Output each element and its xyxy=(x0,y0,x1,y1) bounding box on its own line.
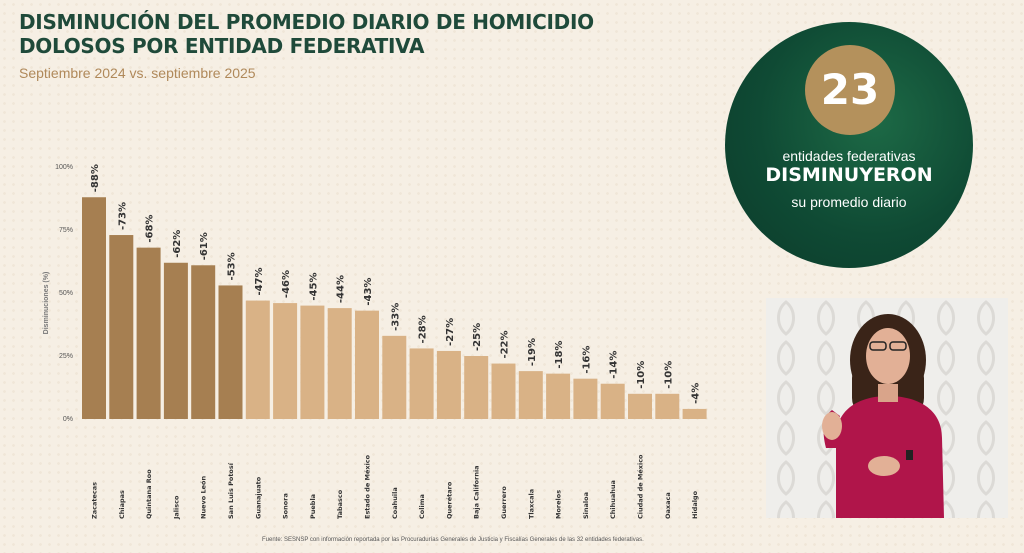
y-tick-label: 75% xyxy=(59,227,73,234)
category-label: Nuevo León xyxy=(200,476,208,519)
bar xyxy=(546,373,571,419)
bar xyxy=(245,300,270,419)
data-label: -33% xyxy=(390,303,401,331)
data-label: -45% xyxy=(308,273,319,301)
data-label: -46% xyxy=(281,270,292,298)
category-label: Oaxaca xyxy=(664,492,672,519)
category-label: Guanajuato xyxy=(254,476,262,519)
category-label: Querétaro xyxy=(445,481,453,519)
summary-badge: 23 entidades federativas DISMINUYERON su… xyxy=(725,22,973,268)
category-label: Morelos xyxy=(555,490,563,519)
data-label: -73% xyxy=(117,202,128,230)
y-tick-label: 25% xyxy=(59,353,73,360)
data-label: -43% xyxy=(363,278,374,306)
data-label: -27% xyxy=(445,318,456,346)
bar xyxy=(300,305,325,419)
data-label: -61% xyxy=(199,232,210,260)
category-label: Tlaxcala xyxy=(527,489,535,519)
bar xyxy=(628,393,652,419)
badge-line1: entidades federativas xyxy=(782,148,916,164)
data-label: -4% xyxy=(691,383,702,404)
bar xyxy=(573,378,598,419)
category-label: Puebla xyxy=(309,494,317,519)
bar xyxy=(136,247,161,419)
sign-language-interpreter-video xyxy=(766,298,1008,518)
data-label: -62% xyxy=(172,230,183,258)
bar xyxy=(218,285,243,419)
data-label: -10% xyxy=(636,361,647,389)
category-label: Colima xyxy=(418,494,426,519)
category-label: Hidalgo xyxy=(691,490,699,519)
data-label: -16% xyxy=(581,346,592,374)
y-tick-label: 100% xyxy=(55,164,73,171)
page-title: DISMINUCIÓN DEL PROMEDIO DIARIO DE HOMIC… xyxy=(19,10,594,58)
bar xyxy=(191,265,216,419)
bar xyxy=(464,356,489,419)
category-label: Baja California xyxy=(473,465,481,519)
data-label: -53% xyxy=(227,252,238,280)
category-label: Quintana Roo xyxy=(145,469,153,519)
category-label: Chiapas xyxy=(118,490,126,519)
y-tick-label: 50% xyxy=(59,290,73,297)
interpreter-image xyxy=(766,298,1008,518)
data-label: -10% xyxy=(663,361,674,389)
y-tick-label: 0% xyxy=(63,416,73,423)
badge-line3: su promedio diario xyxy=(791,194,907,210)
badge-number: 23 xyxy=(805,45,895,135)
bar xyxy=(436,350,461,419)
bar xyxy=(163,262,188,419)
category-label: Zacatecas xyxy=(91,482,99,519)
page-subtitle: Septiembre 2024 vs. septiembre 2025 xyxy=(19,65,256,81)
data-label: -68% xyxy=(145,215,156,243)
badge-line2: DISMINUYERON xyxy=(765,164,933,186)
category-label: Ciudad de México xyxy=(637,454,645,519)
category-label: Guerrero xyxy=(500,486,508,519)
bar xyxy=(109,235,134,419)
bar xyxy=(355,310,379,419)
bar xyxy=(655,393,680,419)
data-label: -28% xyxy=(418,315,429,343)
category-label: Coahuila xyxy=(391,487,399,519)
bar xyxy=(491,363,516,419)
y-axis-title: Disminuciones (%) xyxy=(43,272,50,335)
category-label: Sinaloa xyxy=(582,492,590,519)
category-label: Jalisco xyxy=(172,495,180,520)
bar xyxy=(600,383,625,419)
bar xyxy=(409,348,434,419)
data-label: -18% xyxy=(554,341,565,369)
data-label: -14% xyxy=(609,351,620,379)
bar xyxy=(518,371,543,419)
category-label: Sonora xyxy=(282,493,290,519)
bar xyxy=(682,408,707,419)
category-label: Tabasco xyxy=(336,489,344,519)
source-note: Fuente: SESNSP con información reportada… xyxy=(262,537,644,543)
category-label: Estado de México xyxy=(364,454,372,519)
data-label: -88% xyxy=(90,164,101,192)
category-label: Chihuahua xyxy=(609,480,617,519)
bar xyxy=(327,308,352,419)
data-label: -47% xyxy=(254,267,265,295)
data-label: -25% xyxy=(472,323,483,351)
category-label: San Luis Potosí xyxy=(227,462,235,519)
bar xyxy=(382,335,407,419)
bar xyxy=(273,303,298,419)
bar xyxy=(82,197,106,419)
data-label: -44% xyxy=(336,275,347,303)
data-label: -19% xyxy=(527,338,538,366)
data-label: -22% xyxy=(500,330,511,358)
